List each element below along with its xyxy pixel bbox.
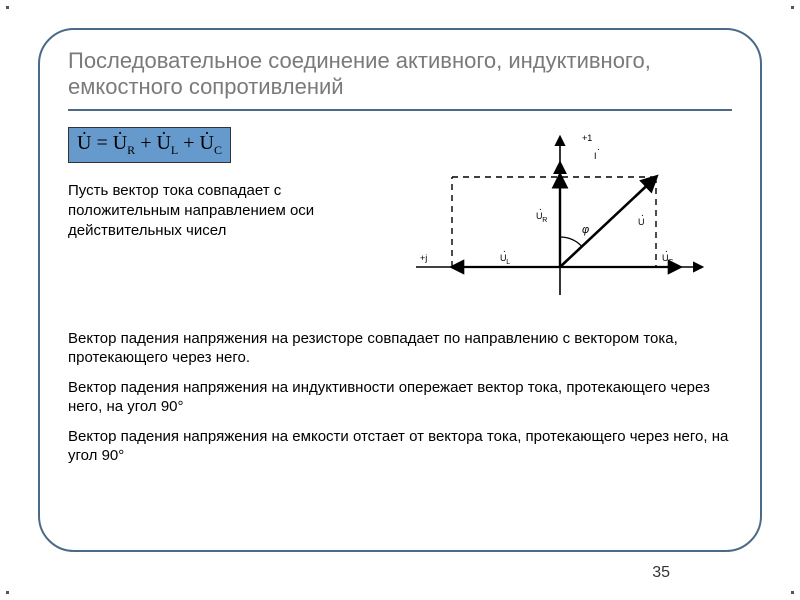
svg-text:+j: +j <box>420 253 427 263</box>
slide-title: Последовательное соединение активного, и… <box>68 48 732 101</box>
svg-text:C: C <box>668 259 673 266</box>
diagram-wrap: +1.I.UR.Uφ.UL.UC+j <box>368 127 732 317</box>
paragraph-3: Вектор падения напряжения на емкости отс… <box>68 427 732 466</box>
svg-text:U: U <box>638 217 645 227</box>
slide-frame: Последовательное соединение активного, и… <box>38 28 762 552</box>
title-rule <box>68 109 732 111</box>
page-number: 35 <box>652 564 670 582</box>
paragraph-2: Вектор падения напряжения на индуктивнос… <box>68 378 732 417</box>
left-column: U̇ = U̇R + U̇L + U̇C Пусть вектор тока с… <box>68 127 358 242</box>
svg-text:I: I <box>594 151 597 161</box>
svg-text:φ: φ <box>582 224 589 236</box>
upper-row: U̇ = U̇R + U̇L + U̇C Пусть вектор тока с… <box>68 127 732 317</box>
svg-text:L: L <box>506 259 510 266</box>
svg-text:+1: +1 <box>582 133 592 143</box>
vector-diagram: +1.I.UR.Uφ.UL.UC+j <box>390 127 710 317</box>
svg-text:.: . <box>597 142 600 153</box>
paragraph-1: Вектор падения напряжения на резисторе с… <box>68 329 732 368</box>
intro-text: Пусть вектор тока совпадает с положитель… <box>68 181 358 242</box>
formula-box: U̇ = U̇R + U̇L + U̇C <box>68 127 231 163</box>
svg-text:R: R <box>542 217 547 224</box>
